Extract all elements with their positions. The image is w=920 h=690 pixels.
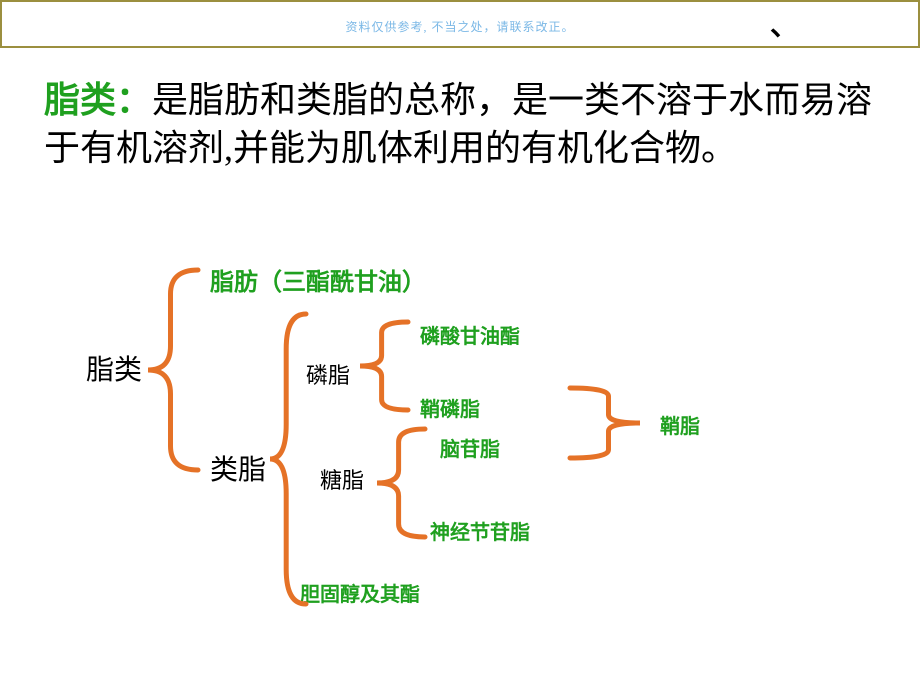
node-pg: 磷酸甘油酯 [420,320,520,349]
brace-phos [360,322,408,410]
node-sm: 鞘磷脂 [420,393,480,422]
node-fat: 脂肪（三酯酰甘油） [210,262,426,297]
node-sphingo: 鞘脂 [660,410,700,439]
node-root: 脂类 [86,348,142,388]
brace-sphingo [570,388,640,458]
node-chol: 胆固醇及其酯 [300,578,420,607]
node-gang: 神经节苷脂 [430,516,530,545]
node-phos: 磷脂 [306,358,350,390]
brace-lipoid [270,314,306,604]
brace-glyco [377,429,425,537]
tree-diagram: 脂类 脂肪（三酯酰甘油） 类脂 磷脂 糖脂 磷酸甘油酯 鞘磷脂 脑苷脂 神经节苷… [0,0,920,690]
node-cer: 脑苷脂 [440,433,500,462]
node-glyco: 糖脂 [320,463,364,495]
brace-root [148,270,198,470]
node-lipoid: 类脂 [210,448,266,488]
